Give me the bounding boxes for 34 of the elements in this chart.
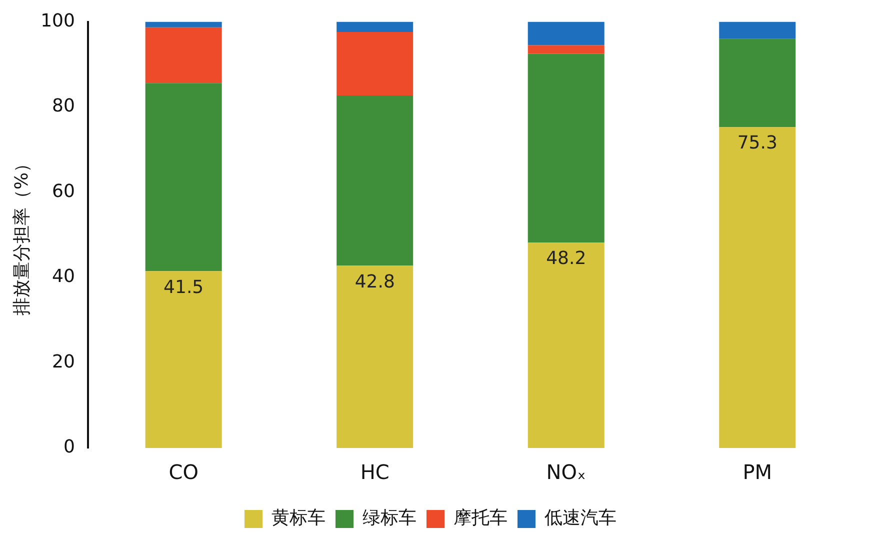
y-tick-label: 0	[64, 436, 75, 458]
x-tick-label: NOₓ	[546, 460, 586, 484]
bar	[719, 127, 796, 448]
legend-label: 低速汽车	[544, 508, 616, 529]
y-tick-label: 100	[40, 10, 75, 32]
y-tick-label: 40	[52, 266, 75, 288]
data-label: 48.2	[546, 248, 586, 270]
bar	[528, 45, 604, 54]
bar	[336, 32, 414, 96]
y-tick-label: 60	[52, 180, 75, 202]
x-tick-label: HC	[360, 460, 390, 484]
bar	[145, 27, 222, 84]
x-tick-label: CO	[168, 460, 198, 484]
bar	[719, 38, 796, 128]
y-tick-label: 20	[52, 351, 75, 372]
data-label: 42.8	[354, 271, 395, 292]
bar	[336, 96, 414, 266]
legend-label: 绿标车	[362, 508, 416, 529]
bar	[719, 22, 796, 39]
bar	[336, 22, 414, 32]
bar	[145, 22, 222, 28]
y-tick-label: 80	[52, 96, 75, 117]
bar	[336, 266, 414, 448]
legend-label: 摩托车	[454, 508, 508, 529]
bar	[145, 271, 222, 448]
legend-label: 黄标车	[272, 508, 326, 529]
data-label: 41.5	[164, 276, 204, 298]
x-tick-label: PM	[742, 460, 772, 484]
y-axis-title: 排放量分担率（%）	[11, 154, 32, 316]
data-label: 75.3	[737, 132, 778, 154]
bar	[145, 83, 222, 272]
bar	[528, 22, 604, 46]
bar	[528, 242, 604, 448]
bar	[528, 54, 604, 243]
